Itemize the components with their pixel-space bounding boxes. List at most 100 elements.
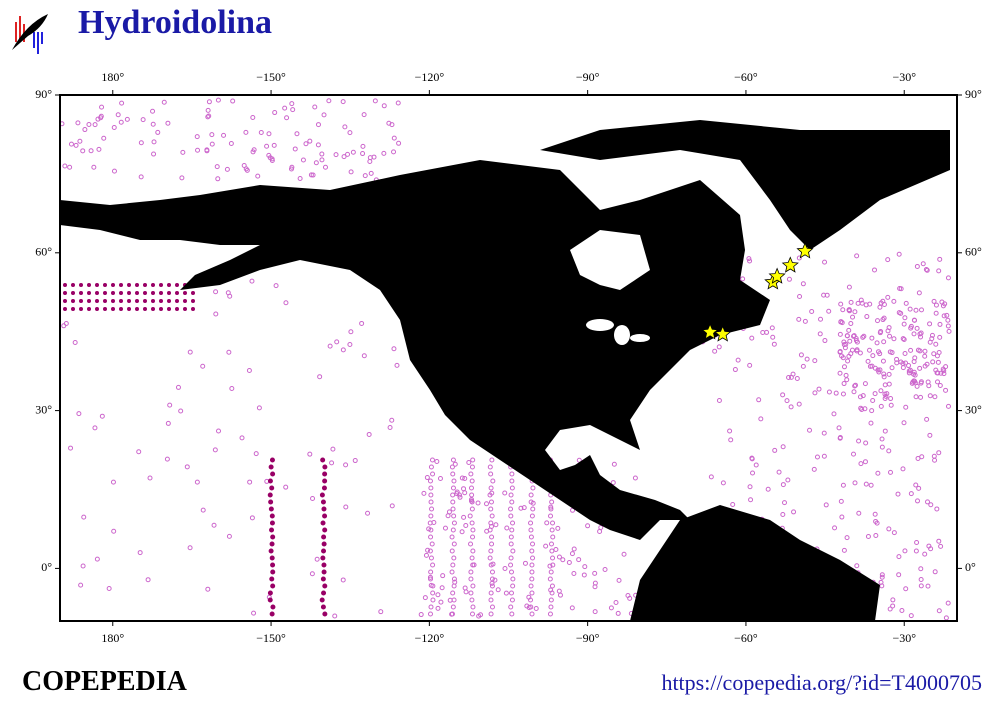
record-dot bbox=[887, 333, 893, 339]
record-dot bbox=[468, 576, 474, 582]
record-dot bbox=[135, 307, 139, 311]
record-dot bbox=[854, 347, 860, 353]
record-dot bbox=[428, 527, 434, 533]
record-dot bbox=[748, 497, 754, 503]
record-dot bbox=[333, 152, 339, 158]
record-dot bbox=[502, 490, 508, 496]
record-dot bbox=[786, 276, 792, 282]
record-dot bbox=[194, 479, 200, 485]
record-dot bbox=[71, 283, 75, 287]
record-dot bbox=[155, 129, 161, 135]
record-dot bbox=[924, 267, 930, 273]
record-dot bbox=[735, 357, 741, 363]
record-dot bbox=[547, 576, 553, 582]
record-dot bbox=[818, 316, 824, 322]
record-dot bbox=[183, 307, 187, 311]
url[interactable]: https://copepedia.org/?id=T4000705 bbox=[661, 670, 982, 695]
record-dot bbox=[508, 492, 514, 498]
record-dot bbox=[461, 514, 467, 520]
record-dot bbox=[321, 506, 327, 512]
record-dot bbox=[924, 416, 930, 422]
record-dot bbox=[451, 583, 457, 589]
record-dot bbox=[151, 139, 157, 145]
record-dot bbox=[167, 283, 171, 287]
record-dot bbox=[468, 569, 474, 575]
record-dot bbox=[916, 290, 922, 296]
record-dot bbox=[548, 513, 554, 519]
record-dot bbox=[632, 475, 638, 481]
record-dot bbox=[204, 147, 210, 153]
record-dot bbox=[571, 546, 577, 552]
record-dot bbox=[247, 479, 253, 485]
record-dot bbox=[509, 478, 515, 484]
record-dot bbox=[224, 166, 230, 172]
occurrence-star bbox=[768, 267, 786, 284]
record-dot bbox=[873, 533, 879, 539]
record-dot bbox=[239, 435, 245, 441]
record-dot bbox=[845, 358, 851, 364]
record-dot bbox=[840, 482, 846, 488]
record-dot bbox=[322, 611, 328, 617]
record-dot bbox=[902, 548, 908, 554]
record-dot bbox=[343, 504, 349, 510]
record-dot bbox=[853, 336, 859, 342]
record-dot bbox=[270, 569, 276, 575]
record-dot bbox=[902, 351, 908, 357]
record-dot bbox=[350, 149, 356, 155]
record-dot bbox=[288, 166, 294, 172]
record-dot bbox=[812, 358, 818, 364]
record-dot bbox=[428, 513, 434, 519]
record-dot bbox=[389, 417, 395, 423]
record-dot bbox=[469, 555, 475, 561]
record-dot bbox=[862, 459, 868, 465]
record-dot bbox=[450, 499, 456, 505]
record-dot bbox=[860, 334, 866, 340]
record-dot bbox=[856, 438, 862, 444]
record-dot bbox=[846, 327, 852, 333]
record-dot bbox=[758, 416, 764, 422]
record-dot bbox=[860, 393, 866, 399]
record-dot bbox=[875, 470, 881, 476]
record-dot bbox=[347, 342, 353, 348]
record-dot bbox=[319, 157, 325, 163]
record-dot bbox=[423, 552, 429, 558]
record-dot bbox=[927, 432, 933, 438]
record-dot bbox=[529, 562, 535, 568]
record-dot bbox=[282, 105, 288, 111]
record-dot bbox=[442, 525, 448, 531]
record-dot bbox=[932, 394, 938, 400]
record-dot bbox=[870, 353, 876, 359]
record-dot bbox=[549, 499, 555, 505]
occurrence-star bbox=[796, 242, 814, 259]
record-dot bbox=[530, 555, 536, 561]
record-dot bbox=[427, 478, 433, 484]
record-dot bbox=[341, 154, 347, 160]
record-dot bbox=[427, 548, 433, 554]
record-dot bbox=[228, 140, 234, 146]
record-dot bbox=[785, 477, 791, 483]
record-dot bbox=[863, 440, 869, 446]
record-dot bbox=[879, 574, 885, 580]
record-dot bbox=[451, 597, 457, 603]
record-dot bbox=[429, 541, 435, 547]
record-dot bbox=[931, 298, 937, 304]
record-dot bbox=[841, 339, 847, 345]
record-dot bbox=[842, 345, 848, 351]
record-dot bbox=[322, 164, 328, 170]
record-dot bbox=[528, 520, 534, 526]
record-dot bbox=[504, 525, 510, 531]
record-dot bbox=[922, 363, 928, 369]
record-dot bbox=[898, 359, 904, 365]
record-dot bbox=[451, 478, 457, 484]
record-dot bbox=[437, 476, 443, 482]
record-dot bbox=[428, 499, 434, 505]
record-dot bbox=[209, 132, 215, 138]
record-dot bbox=[925, 583, 931, 589]
record-dot bbox=[903, 300, 909, 306]
record-dot bbox=[936, 538, 942, 544]
record-dot bbox=[430, 590, 436, 596]
record-dot bbox=[450, 485, 456, 491]
record-dot bbox=[429, 457, 435, 463]
record-dot bbox=[483, 501, 489, 507]
record-dot bbox=[205, 586, 211, 592]
